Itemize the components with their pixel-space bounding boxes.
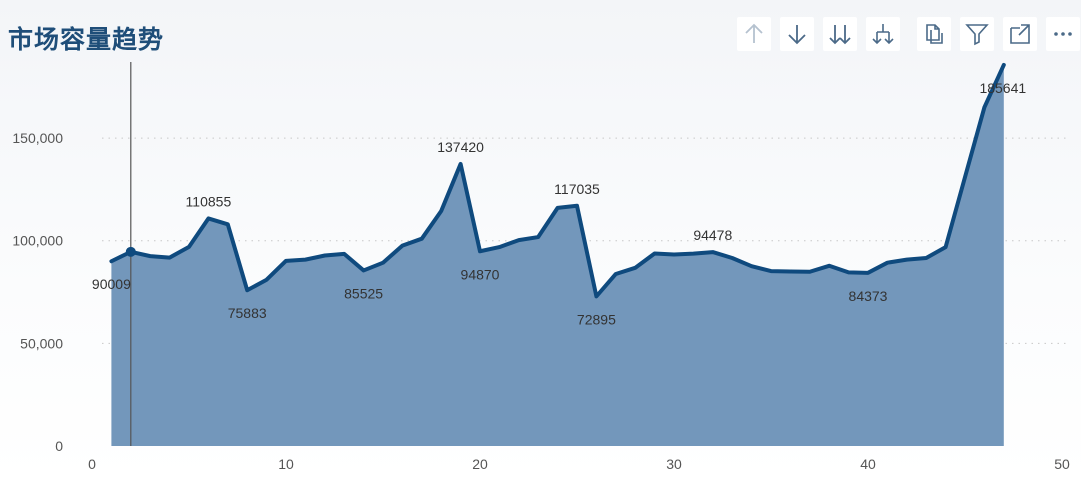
- more-icon: [1054, 32, 1072, 36]
- page-title: 市场容量趋势: [8, 25, 165, 54]
- data-label: 72895: [577, 311, 616, 327]
- copy-button[interactable]: [917, 17, 951, 51]
- filter-icon: [965, 24, 989, 46]
- expand-icon: [1010, 24, 1030, 44]
- y-tick-label: 100,000: [12, 233, 63, 249]
- arrow-up-icon: [745, 23, 763, 43]
- drill-down-button[interactable]: [866, 17, 900, 51]
- data-label: 110855: [186, 193, 232, 209]
- y-tick-label: 0: [55, 438, 63, 454]
- y-tick-label: 150,000: [12, 130, 63, 146]
- focus-mode-button[interactable]: [1003, 17, 1037, 51]
- expand-all-down-button[interactable]: [823, 17, 857, 51]
- sort-ascending-button[interactable]: [737, 17, 771, 51]
- data-label: 185641: [979, 80, 1026, 96]
- x-tick-label: 50: [1054, 456, 1070, 472]
- double-arrow-down-icon: [829, 25, 851, 45]
- drill-down-icon: [872, 24, 894, 45]
- filter-button[interactable]: [960, 17, 994, 51]
- arrow-down-icon: [788, 25, 806, 45]
- area-fill: [111, 64, 1004, 446]
- sort-descending-button[interactable]: [780, 17, 814, 51]
- x-tick-label: 0: [88, 456, 96, 472]
- data-label: 94478: [693, 227, 732, 243]
- data-label: 90009: [92, 276, 131, 292]
- data-label: 117035: [554, 181, 600, 197]
- y-tick-label: 50,000: [20, 335, 63, 351]
- data-label: 137420: [437, 139, 484, 155]
- x-tick-label: 40: [860, 456, 876, 472]
- hover-point: [125, 246, 136, 257]
- data-label: 75883: [228, 305, 267, 321]
- x-tick-label: 20: [472, 456, 488, 472]
- data-label: 85525: [344, 285, 383, 301]
- x-tick-label: 30: [666, 456, 682, 472]
- series-line: [109, 62, 1006, 299]
- copy-icon: [926, 24, 943, 44]
- data-label: 94870: [461, 266, 500, 282]
- x-tick-label: 10: [278, 456, 294, 472]
- data-label: 84373: [849, 288, 888, 304]
- more-options-button[interactable]: [1046, 17, 1080, 51]
